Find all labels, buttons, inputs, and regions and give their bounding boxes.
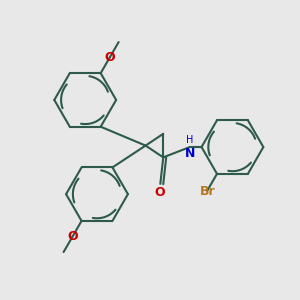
Text: O: O (67, 230, 78, 243)
Text: H: H (186, 135, 194, 145)
Text: N: N (184, 147, 195, 160)
Text: Br: Br (200, 185, 215, 198)
Text: O: O (104, 51, 115, 64)
Text: O: O (154, 186, 165, 199)
